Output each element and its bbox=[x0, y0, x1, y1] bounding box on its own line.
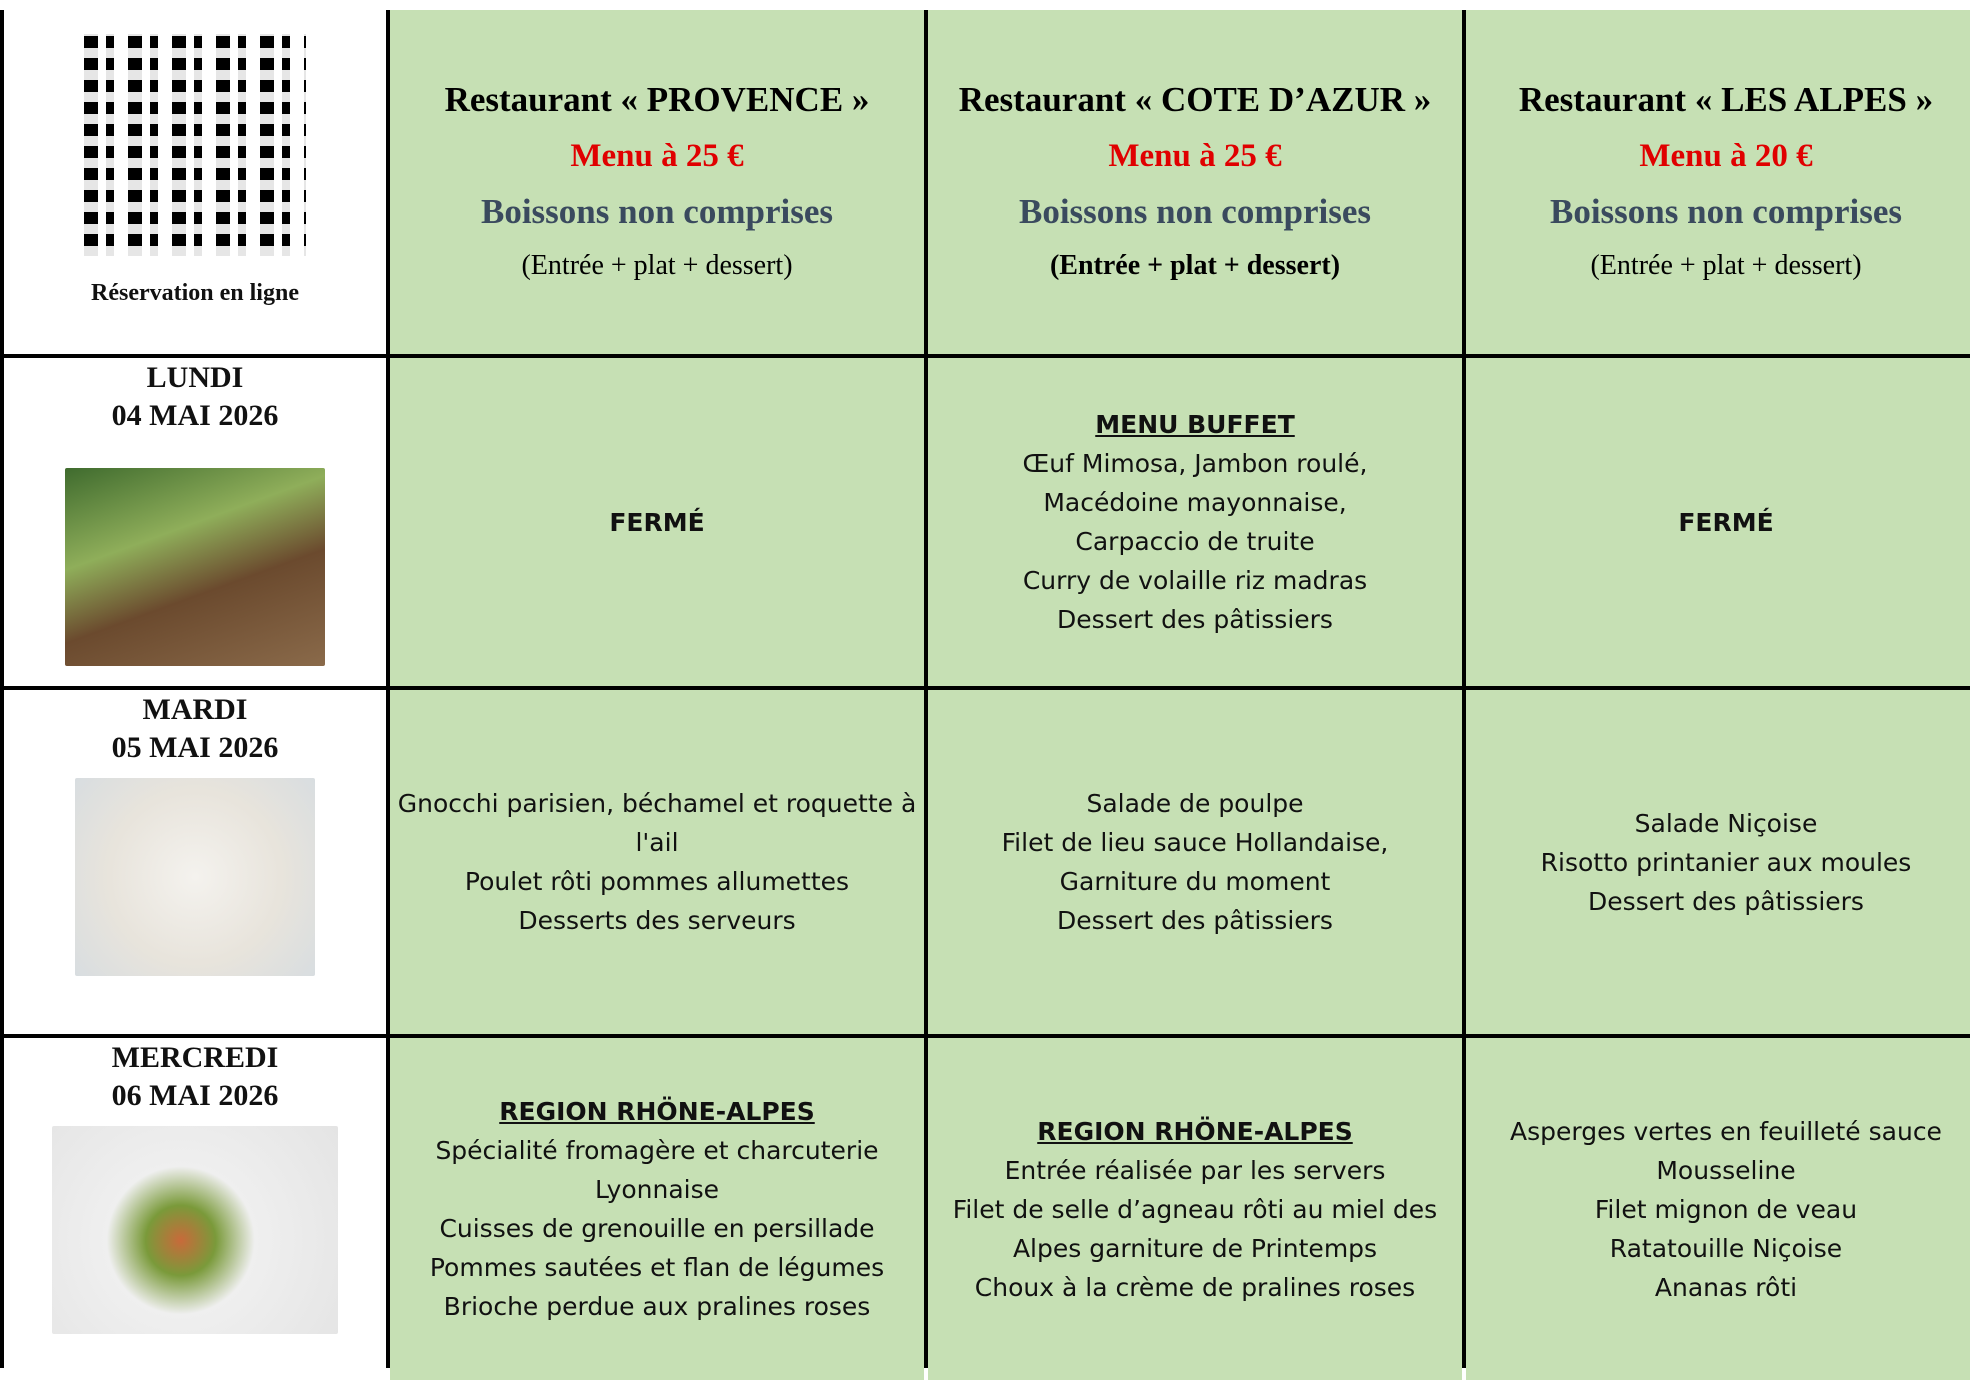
menu-line: Choux à la crème de pralines roses bbox=[974, 1272, 1416, 1302]
menu-line: Brioche perdue aux pralines roses bbox=[443, 1292, 871, 1321]
menu-line: Filet de lieu sauce Hollandaise, bbox=[1001, 828, 1389, 857]
menu-formula: (Entrée + plat + dessert) bbox=[1049, 250, 1341, 281]
menu-line: Poulet rôti pommes allumettes bbox=[464, 867, 850, 896]
menu-line: Ananas rôti bbox=[1654, 1272, 1798, 1302]
menu-line: Dessert des pâtissiers bbox=[1588, 886, 1864, 916]
menu-cell: Gnocchi parisien, béchamel et roquette à… bbox=[390, 690, 924, 1034]
day-date: 04 MAI 2026 bbox=[111, 399, 279, 432]
menu-line: Pommes sautées et flan de légumes bbox=[429, 1253, 885, 1282]
qr-code bbox=[84, 34, 306, 256]
menu-line: Salade Niçoise bbox=[1634, 808, 1818, 838]
restaurant-name: Restaurant « COTE D’AZUR » bbox=[958, 80, 1432, 119]
menu-formula: (Entrée + plat + dessert) bbox=[521, 250, 793, 281]
drinks-note: Boissons non comprises bbox=[1018, 192, 1372, 231]
menu-line: Cuisses de grenouille en persillade bbox=[439, 1214, 875, 1243]
menu-line: Dessert des pâtissiers bbox=[1057, 605, 1333, 634]
day-date: 05 MAI 2026 bbox=[111, 731, 279, 764]
restaurant-header: Restaurant « COTE D’AZUR » Menu à 25 € Boi… bbox=[928, 10, 1462, 354]
day-name: LUNDI bbox=[146, 361, 244, 394]
day-name: MERCREDI bbox=[111, 1041, 279, 1074]
menu-price: Menu à 25 € bbox=[570, 138, 744, 174]
menu-cell: Asperges vertes en feuilleté sauce Mouss… bbox=[1466, 1038, 1970, 1380]
menu-line: Curry de volaille riz madras bbox=[1022, 566, 1368, 595]
menu-status: FERMÉ bbox=[1678, 507, 1774, 537]
menu-line: Gnocchi parisien, béchamel et roquette à… bbox=[397, 789, 917, 857]
menu-line: Garniture du moment bbox=[1059, 867, 1331, 896]
menu-line: Entrée réalisée par les servers bbox=[1004, 1155, 1386, 1185]
restaurant-name: Restaurant « LES ALPES » bbox=[1518, 80, 1934, 119]
menu-line: Desserts des serveurs bbox=[518, 906, 796, 935]
menu-price: Menu à 20 € bbox=[1639, 138, 1813, 174]
menu-cell: FERMÉ bbox=[390, 358, 924, 686]
drinks-note: Boissons non comprises bbox=[480, 192, 834, 231]
menu-line: Filet mignon de veau bbox=[1594, 1194, 1858, 1224]
menu-line: Ratatouille Niçoise bbox=[1609, 1233, 1843, 1263]
menu-line: Asperges vertes en feuilleté sauce Mouss… bbox=[1510, 1116, 1942, 1185]
drinks-note: Boissons non comprises bbox=[1549, 192, 1903, 231]
dish-photo bbox=[75, 778, 315, 976]
menu-cell: MENU BUFFET Œuf Mimosa, Jambon roulé, Macé… bbox=[928, 358, 1462, 686]
day-cell: LUNDI 04 MAI 2026 bbox=[4, 358, 386, 686]
day-date: 06 MAI 2026 bbox=[111, 1079, 279, 1112]
menu-line: Dessert des pâtissiers bbox=[1057, 906, 1333, 935]
reservation-cell: Réservation en ligne bbox=[4, 10, 386, 354]
menu-status: FERMÉ bbox=[609, 507, 705, 537]
menu-line: Filet de selle d’agneau rôti au miel des… bbox=[952, 1194, 1438, 1263]
menu-cell: REGION RHÖNE-ALPES Spécialité fromagère e… bbox=[390, 1038, 924, 1380]
menu-formula: (Entrée + plat + dessert) bbox=[1590, 250, 1862, 281]
menu-cell: Salade de poulpe Filet de lieu sauce Holl… bbox=[928, 690, 1462, 1034]
dish-photo bbox=[52, 1126, 338, 1334]
menu-title: REGION RHÖNE-ALPES bbox=[499, 1097, 815, 1126]
day-name: MARDI bbox=[142, 693, 248, 726]
menu-line: Œuf Mimosa, Jambon roulé, bbox=[1022, 449, 1368, 478]
day-cell: MERCREDI 06 MAI 2026 bbox=[4, 1038, 386, 1380]
menu-line: Macédoine mayonnaise, bbox=[1043, 488, 1347, 517]
restaurant-header: Restaurant « LES ALPES » Menu à 20 € Boiss… bbox=[1466, 10, 1970, 354]
restaurant-header: Restaurant « PROVENCE » Menu à 25 € Boisso… bbox=[390, 10, 924, 354]
menu-title: REGION RHÖNE-ALPES bbox=[1037, 1116, 1353, 1146]
day-cell: MARDI 05 MAI 2026 bbox=[4, 690, 386, 1034]
menu-line: Spécialité fromagère et charcuterie Lyon… bbox=[435, 1136, 879, 1204]
menu-cell: REGION RHÖNE-ALPES Entrée réalisée par le… bbox=[928, 1038, 1462, 1380]
menu-cell: FERMÉ bbox=[1466, 358, 1970, 686]
reservation-label: Réservation en ligne bbox=[91, 280, 299, 306]
menu-line: Salade de poulpe bbox=[1086, 789, 1304, 818]
menu-line: Risotto printanier aux moules bbox=[1540, 847, 1912, 877]
restaurant-name: Restaurant « PROVENCE » bbox=[444, 80, 870, 119]
menu-price: Menu à 25 € bbox=[1108, 138, 1282, 174]
menu-cell: Salade Niçoise Risotto printanier aux mou… bbox=[1466, 690, 1970, 1034]
dish-photo bbox=[65, 468, 325, 666]
menu-table: Réservation en ligne Restaurant « PROVENC… bbox=[0, 10, 1970, 1380]
menu-line: Carpaccio de truite bbox=[1075, 527, 1315, 556]
menu-title: MENU BUFFET bbox=[1095, 410, 1295, 439]
